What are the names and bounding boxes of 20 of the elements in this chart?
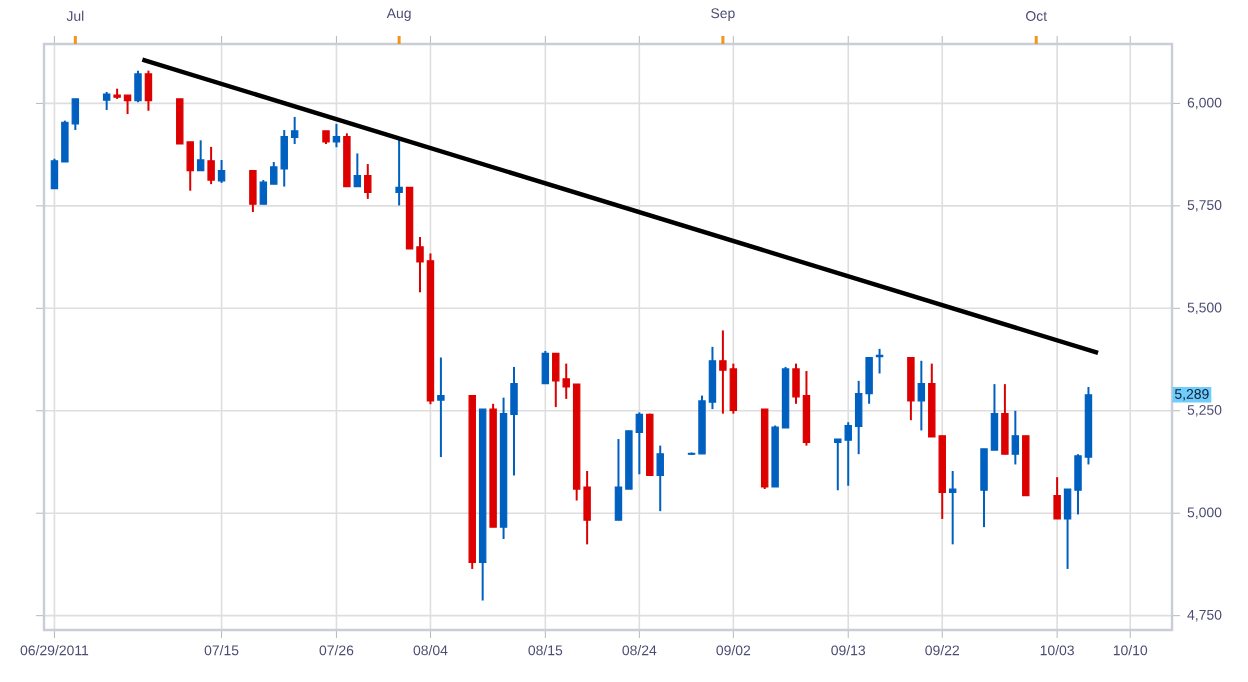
candlestick <box>907 356 915 422</box>
candlestick <box>364 163 372 200</box>
candlestick <box>917 359 926 432</box>
candlestick <box>249 169 257 214</box>
candlestick <box>395 136 403 207</box>
candlestick <box>353 152 362 188</box>
candlestick <box>541 349 550 385</box>
candlestick <box>102 90 111 111</box>
candlestick <box>144 69 153 112</box>
candlestick <box>196 139 205 172</box>
candlestick <box>217 158 226 184</box>
candlestick <box>656 444 664 513</box>
candlestick <box>134 69 142 104</box>
candlestick <box>948 470 957 546</box>
candlestick <box>1011 409 1020 466</box>
candlestick <box>437 356 445 459</box>
candlestick <box>1053 476 1061 520</box>
candlestick <box>1001 383 1009 456</box>
candlestick <box>207 145 215 186</box>
candlestick <box>332 122 341 149</box>
